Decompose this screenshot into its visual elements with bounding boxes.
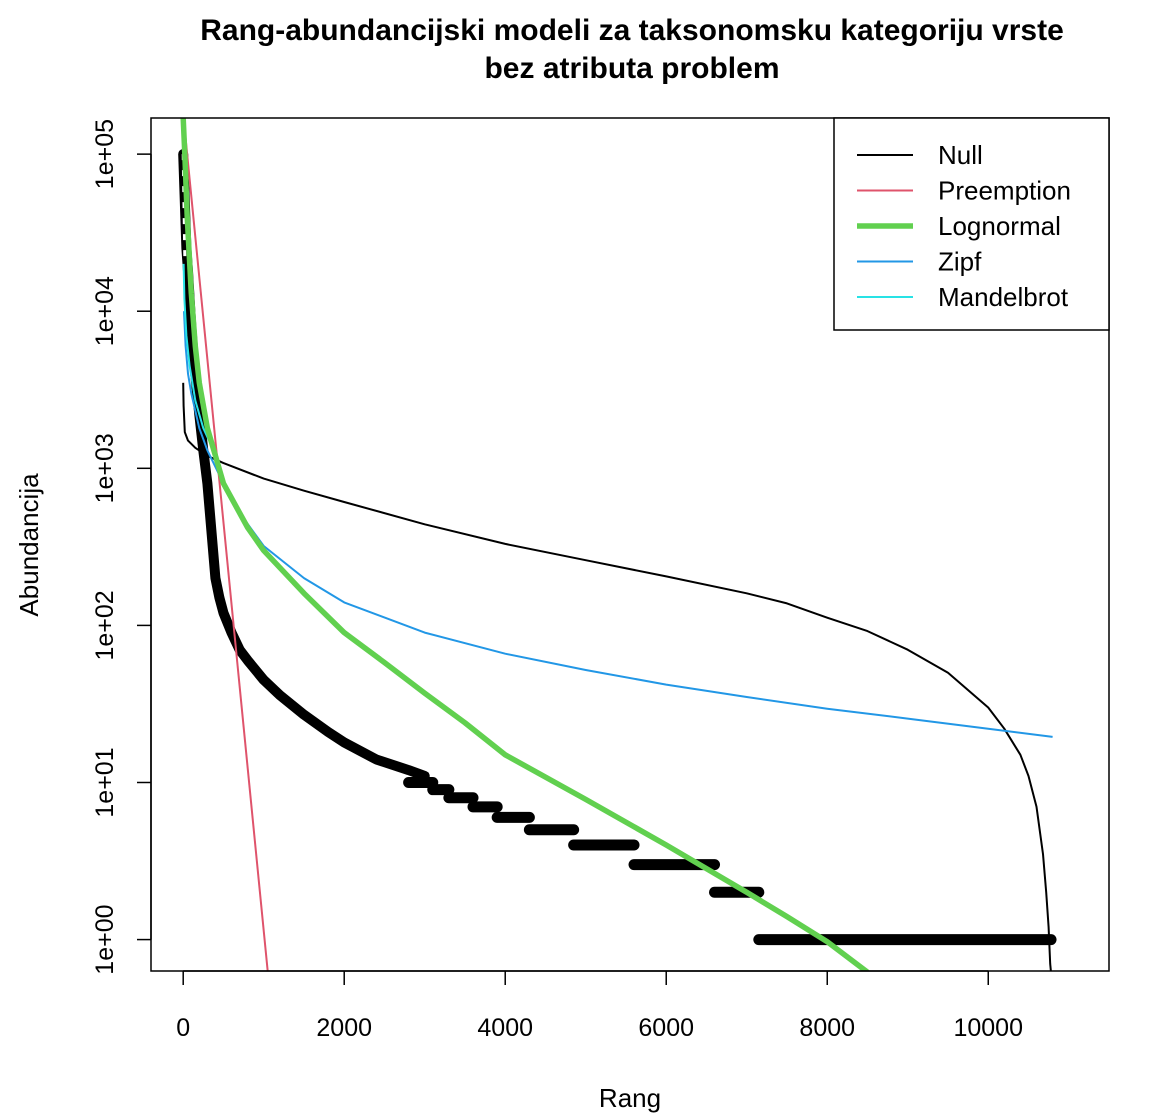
y-tick-label: 1e+02 bbox=[91, 590, 119, 660]
chart-title-line2: bez atributa problem bbox=[484, 52, 779, 85]
series-lognormal-line bbox=[180, 118, 870, 971]
legend-label-preemption: Preemption bbox=[938, 176, 1071, 206]
series-mandelbrot-line bbox=[182, 263, 213, 446]
legend-label-null: Null bbox=[938, 140, 983, 170]
y-tick-label: 1e+04 bbox=[91, 276, 119, 346]
legend-label-lognormal: Lognormal bbox=[938, 211, 1061, 241]
x-tick-label: 8000 bbox=[799, 1014, 855, 1042]
legend: Null Preemption Lognormal Zipf Mandelbrot bbox=[833, 117, 1110, 331]
x-tick-label: 10000 bbox=[953, 1014, 1023, 1042]
y-tick-label: 1e+05 bbox=[91, 119, 119, 189]
x-axis: 0 2000 4000 6000 8000 10000 bbox=[176, 970, 1023, 1042]
x-axis-label: Rang bbox=[599, 1083, 661, 1113]
series-zipf-line bbox=[183, 311, 1053, 738]
y-axis-label: Abundancija bbox=[14, 473, 44, 617]
x-tick-label: 2000 bbox=[316, 1014, 372, 1042]
y-tick-label: 1e+03 bbox=[91, 433, 119, 503]
x-tick-label: 6000 bbox=[638, 1014, 694, 1042]
legend-label-zipf: Zipf bbox=[938, 247, 982, 277]
legend-label-mandelbrot: Mandelbrot bbox=[938, 282, 1069, 312]
series-null-line bbox=[182, 382, 1052, 971]
chart-title-line1: Rang-abundancijski modeli za taksonomsku… bbox=[200, 14, 1064, 47]
x-tick-label: 0 bbox=[176, 1014, 190, 1042]
y-tick-label: 1e+00 bbox=[91, 904, 119, 974]
y-tick-label: 1e+01 bbox=[91, 747, 119, 817]
series-preemption-line bbox=[182, 118, 269, 971]
x-tick-label: 4000 bbox=[477, 1014, 533, 1042]
plot-area bbox=[178, 118, 1057, 971]
y-axis: 1e+00 1e+01 1e+02 1e+03 1e+04 1e+05 bbox=[91, 119, 152, 975]
